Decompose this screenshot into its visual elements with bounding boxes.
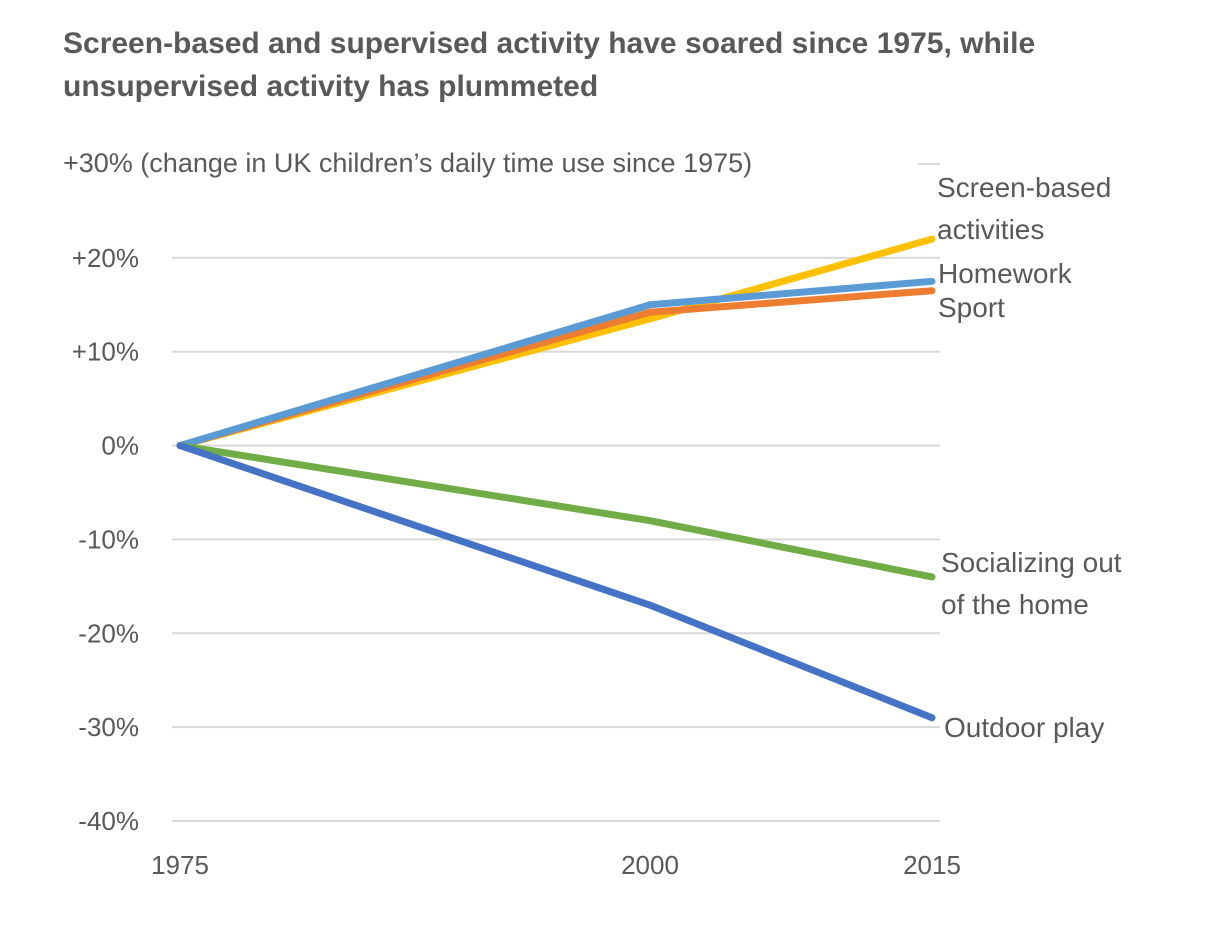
series-label-line: Screen-based	[937, 172, 1111, 203]
series-label: Homework	[938, 258, 1073, 289]
series-lines	[176, 235, 936, 722]
series-line	[176, 287, 936, 450]
chart-title: Screen-based and supervised activity hav…	[63, 27, 1036, 103]
series-label: Socializing out of the home	[941, 547, 1122, 620]
x-tick-label: 1975	[151, 850, 209, 880]
gridlines	[172, 163, 940, 822]
series-label-line: Outdoor play	[944, 712, 1104, 743]
series-line	[176, 277, 936, 450]
series-label-line: activities	[937, 214, 1044, 245]
series-line	[176, 442, 936, 722]
y-axis-label: +30% (change in UK children’s daily time…	[63, 148, 752, 178]
y-tick-label: -10%	[78, 524, 139, 554]
series-label-line: Sport	[938, 292, 1005, 323]
series-label: Outdoor play	[944, 712, 1104, 743]
series-label-line: Homework	[938, 258, 1073, 289]
y-tick-label: 0%	[101, 431, 139, 461]
series-label: Screen-based activities	[937, 172, 1111, 245]
y-tick-label: -40%	[78, 806, 139, 836]
y-tick-label: +10%	[72, 337, 139, 367]
series-line	[176, 442, 936, 581]
y-axis-tick-labels: +20% +10% 0% -10% -20% -30% -40%	[72, 243, 139, 836]
y-tick-label: +20%	[72, 243, 139, 273]
series-label-line: Socializing out	[941, 547, 1122, 578]
series-label-line: of the home	[941, 589, 1089, 620]
x-axis-tick-labels: 1975 2000 2015	[151, 850, 961, 880]
x-tick-label: 2015	[903, 850, 961, 880]
x-tick-label: 2000	[621, 850, 679, 880]
series-label: Sport	[938, 292, 1005, 323]
y-tick-label: -30%	[78, 712, 139, 742]
y-tick-label: -20%	[78, 618, 139, 648]
